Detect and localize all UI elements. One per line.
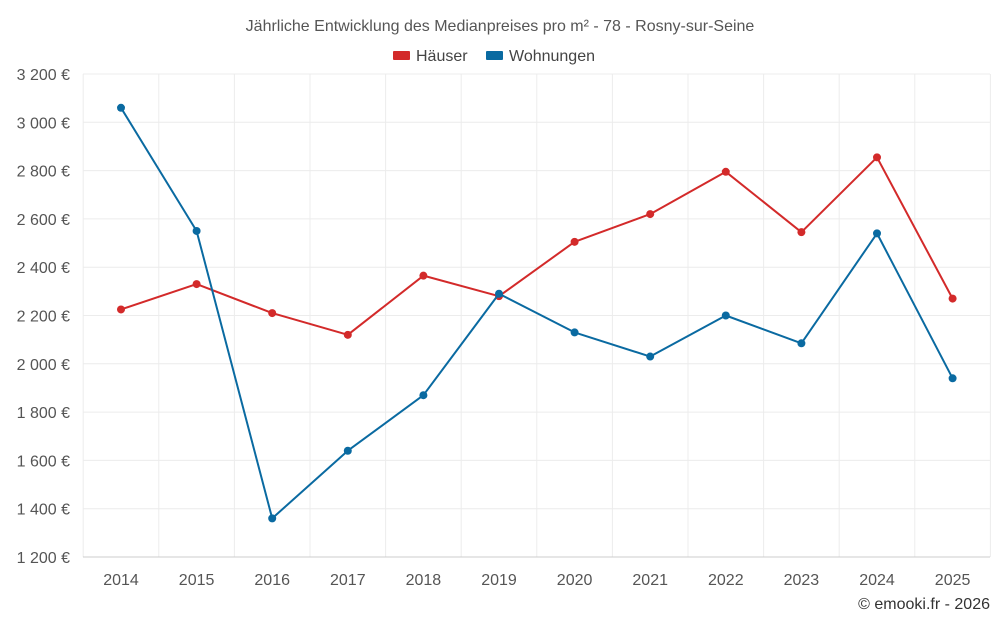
x-tick-label: 2021: [632, 572, 668, 589]
data-point[interactable]: [117, 305, 125, 314]
data-point[interactable]: [646, 352, 655, 361]
y-tick-label: 1 800 €: [17, 405, 70, 422]
legend-label-haeuser: Häuser: [416, 48, 468, 65]
x-axis-tick-labels: 2014 2015 2016 2017 2018 2019 2020 2021 2022 2023…: [103, 572, 970, 589]
legend-label-wohnungen: Wohnungen: [509, 48, 595, 65]
y-tick-label: 1 200 €: [17, 550, 70, 567]
x-tick-label: 2023: [784, 572, 820, 589]
data-point[interactable]: [192, 226, 201, 235]
x-tick-label: 2015: [179, 572, 215, 589]
data-point[interactable]: [721, 167, 730, 176]
y-tick-label: 2 400 €: [17, 260, 70, 277]
y-tick-label: 3 000 €: [17, 115, 70, 132]
x-tick-label: 2024: [859, 572, 895, 589]
data-point[interactable]: [873, 153, 881, 162]
data-point[interactable]: [873, 229, 881, 238]
series-haeuser: [117, 153, 957, 339]
chart-legend: Häuser Wohnungen: [393, 48, 595, 65]
y-gridlines: [83, 73, 990, 558]
data-point[interactable]: [570, 328, 579, 337]
chart-title: Jährliche Entwicklung des Medianpreises …: [246, 18, 755, 35]
data-point[interactable]: [268, 514, 277, 523]
data-point[interactable]: [419, 391, 428, 400]
y-tick-label: 1 400 €: [17, 502, 70, 519]
data-point[interactable]: [268, 309, 277, 318]
y-tick-label: 1 600 €: [17, 453, 70, 470]
y-tick-label: 2 600 €: [17, 212, 70, 229]
credit-text: © emooki.fr - 2026: [858, 596, 990, 613]
x-tick-label: 2016: [254, 572, 290, 589]
data-point[interactable]: [797, 339, 806, 348]
x-tick-label: 2025: [935, 572, 971, 589]
y-axis-tick-labels: 1 200 € 1 400 € 1 600 € 1 800 € 2 000 € 2 200…: [17, 67, 70, 567]
data-point[interactable]: [343, 446, 352, 455]
y-tick-label: 2 800 €: [17, 164, 70, 181]
legend-item-wohnungen[interactable]: Wohnungen: [486, 48, 595, 65]
data-point[interactable]: [948, 294, 957, 303]
series-line: [120, 106, 954, 520]
data-point[interactable]: [721, 311, 730, 320]
y-tick-label: 2 000 €: [17, 357, 70, 374]
legend-item-haeuser[interactable]: Häuser: [393, 48, 468, 65]
legend-swatch-haeuser: [393, 51, 410, 60]
x-tick-label: 2014: [103, 572, 139, 589]
data-point[interactable]: [192, 280, 201, 289]
x-tick-label: 2019: [481, 572, 517, 589]
data-point[interactable]: [419, 271, 428, 280]
x-tick-label: 2018: [406, 572, 442, 589]
series-line: [120, 156, 954, 336]
data-point[interactable]: [646, 210, 655, 219]
y-tick-label: 2 200 €: [17, 309, 70, 326]
data-point[interactable]: [495, 289, 503, 298]
data-point[interactable]: [797, 228, 806, 237]
x-tick-label: 2017: [330, 572, 366, 589]
data-point[interactable]: [117, 103, 125, 112]
data-point[interactable]: [948, 374, 957, 383]
plot-series: [117, 103, 957, 523]
x-tick-label: 2022: [708, 572, 744, 589]
data-point[interactable]: [343, 330, 352, 339]
legend-swatch-wohnungen: [486, 51, 503, 60]
series-wohnungen: [117, 103, 957, 523]
x-tick-label: 2020: [557, 572, 593, 589]
data-point[interactable]: [570, 237, 579, 246]
y-tick-label: 3 200 €: [17, 67, 70, 84]
